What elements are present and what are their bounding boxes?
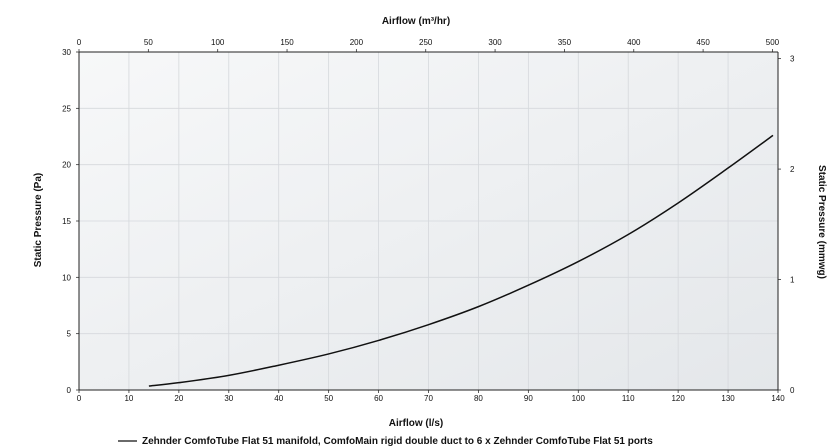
y2-tick-label: 0 (790, 386, 795, 395)
legend: Zehnder ComfoTube Flat 51 manifold, Comf… (118, 436, 653, 447)
y2-tick-label: 2 (790, 165, 795, 174)
x2-tick-label: 450 (696, 38, 710, 47)
x-tick-label: 0 (77, 394, 82, 403)
axes (76, 49, 781, 393)
y2-tick-label: 3 (790, 55, 795, 64)
y-axis-title: Static Pressure (Pa) (33, 173, 44, 268)
x2-tick-label: 250 (419, 38, 433, 47)
y-tick-label: 5 (67, 330, 72, 339)
x-tick-label: 120 (671, 394, 685, 403)
x2-tick-label: 500 (766, 38, 780, 47)
x2-tick-label: 200 (350, 38, 364, 47)
grid (79, 52, 778, 390)
y-tick-label: 10 (62, 273, 71, 282)
x2-tick-label: 400 (627, 38, 641, 47)
x2-tick-label: 100 (211, 38, 225, 47)
x2-axis-title: Airflow (m³/hr) (382, 16, 450, 27)
x2-tick-label: 50 (144, 38, 153, 47)
x-tick-label: 60 (374, 394, 383, 403)
x2-tick-label: 150 (280, 38, 294, 47)
x2-tick-label: 300 (488, 38, 502, 47)
x-tick-label: 20 (174, 394, 183, 403)
x-tick-label: 70 (424, 394, 433, 403)
y-tick-label: 20 (62, 161, 71, 170)
x-tick-label: 40 (274, 394, 283, 403)
y-tick-label: 15 (62, 217, 71, 226)
legend-label: Zehnder ComfoTube Flat 51 manifold, Comf… (142, 436, 653, 447)
y-tick-label: 25 (62, 104, 71, 113)
x-tick-label: 110 (622, 394, 635, 403)
x-tick-label: 90 (524, 394, 533, 403)
y-tick-label: 30 (62, 48, 71, 57)
tick-labels: 0 10 20 30 40 50 60 70 80 90 100 110 120 130 140051015… (62, 38, 795, 403)
x-tick-label: 130 (721, 394, 735, 403)
series (148, 134, 774, 387)
y2-tick-label: 1 (790, 276, 795, 285)
x2-tick-label: 350 (558, 38, 572, 47)
x-axis-title: Airflow (l/s) (389, 418, 443, 429)
series-line-0 (148, 134, 774, 387)
x-tick-label: 10 (124, 394, 133, 403)
x2-tick-label: 0 (77, 38, 82, 47)
x-tick-label: 140 (771, 394, 785, 403)
x-tick-label: 100 (572, 394, 586, 403)
x-tick-label: 50 (324, 394, 333, 403)
x-tick-label: 80 (474, 394, 483, 403)
y-tick-label: 0 (67, 386, 72, 395)
y2-axis-title: Static Pressure (mmwg) (816, 165, 827, 279)
x-tick-label: 30 (224, 394, 233, 403)
